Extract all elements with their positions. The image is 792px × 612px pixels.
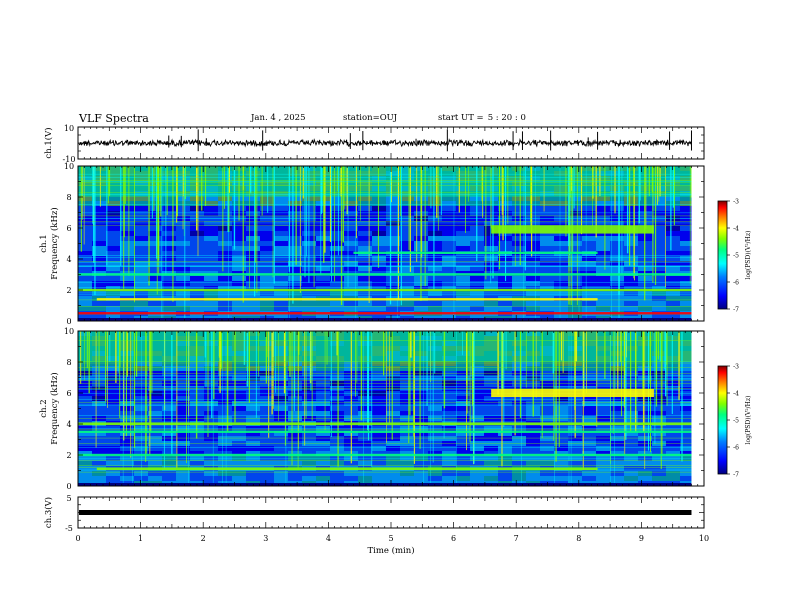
ch2-spectrogram-band-2 [78,430,692,433]
x-tick-10: 10 [699,534,709,543]
plot-title: VLF Spectra [79,112,149,125]
ch2-spectrogram-cbar-tick-2: -5 [733,418,739,425]
ch1-spectrogram-ytick-10: 10 [64,162,74,171]
ch1-spectrogram-ytick-4: 4 [66,255,71,264]
ch1-spectrogram-cbar-tick-3: -6 [733,280,739,287]
ch2-spectrogram-band-0 [96,467,598,471]
ch1-spectrogram-band-2 [78,288,692,292]
ch2-spectrogram-band-1 [78,453,692,457]
ch1-spectrogram-ytick-8: 8 [66,193,71,202]
ch1-spectrogram-cbar-label: log(PSD)(V²/Hz) [745,231,752,280]
ch1-spectrogram-colorbar [717,200,728,310]
ch1-waveform-line [78,137,692,148]
ch1-spectrogram-band-0 [78,312,692,315]
ch2-spectrogram-ylabel: Frequency (kHz) [49,372,60,444]
ch1-spectrogram-cbar-tick-4: -7 [733,307,739,314]
ch2-spectrogram-colorbar [717,365,728,475]
ch1-spectrogram-ytick-6: 6 [66,224,71,233]
ch1-spectrogram-ytick-2: 2 [66,286,71,295]
ch1-spectrogram-cbar-tick-0: -3 [733,199,739,206]
ch1-spectrogram-hf-zone [78,166,692,197]
ch1-spectrogram-band-5 [491,225,654,234]
ch1-waveform-ylabel: ch.1(V) [43,127,54,158]
ch2-spectrogram-ytick-2: 2 [66,451,71,460]
date-label: Jan. 4 , 2025 [251,113,306,123]
ch1-spectrogram-image [78,166,704,321]
x-axis-title: Time (min) [367,545,414,556]
x-tick-7: 7 [514,534,519,543]
start-ut-value: 5 : 20 : 0 [487,113,526,123]
ch1-spectrogram-cbar-tick-2: -5 [733,253,739,260]
ch3-waveform-ytick-top: 5 [66,494,71,503]
ch2-spectrogram-ytick-6: 6 [66,389,71,398]
ch1-spectrogram-ylabel: Frequency (kHz) [49,207,60,279]
ch2-spectrogram-band-3 [78,422,692,426]
x-tick-0: 0 [75,534,80,543]
x-tick-8: 8 [576,534,581,543]
start-ut-label: start UT = [438,113,484,123]
x-tick-9: 9 [639,534,644,543]
ch2-spectrogram-ytick-10: 10 [64,327,74,336]
ch1-spectrogram-cbar-tick-1: -4 [733,226,739,233]
ch1-spectrogram-channel-label: ch.1 [39,234,49,252]
ch3-waveform-line [79,510,692,515]
ch2-spectrogram-cbar-tick-3: -6 [733,445,739,452]
ch1-spectrogram-band-4 [353,251,598,254]
ch3-waveform-ytick-bottom: -5 [65,524,73,533]
station-label: station=OUJ [343,113,398,123]
ch2-spectrogram-ytick-8: 8 [66,358,71,367]
ch2-spectrogram-ytick-0: 0 [66,482,71,491]
ch2-spectrogram-band-4 [491,389,654,397]
ch2-spectrogram-cbar-tick-1: -4 [733,391,739,398]
x-tick-2: 2 [201,534,206,543]
ch1-spectrogram-band-3 [78,273,692,276]
ch2-spectrogram-image [78,331,704,486]
x-tick-1: 1 [138,534,143,543]
ch1-waveform-ytick-bottom: -10 [63,155,76,164]
ch2-spectrogram-cbar-label: log(PSD)(V²/Hz) [745,396,752,445]
x-tick-6: 6 [451,534,456,543]
x-tick-5: 5 [388,534,393,543]
start-time-label: start UT = 5 : 20 : 0 [438,113,530,123]
ch1-spectrogram-ytick-0: 0 [66,317,71,326]
ch1-spectrogram-band-1 [96,298,598,301]
x-tick-3: 3 [263,534,268,543]
ch2-spectrogram-cbar-tick-0: -3 [733,364,739,371]
ch1-waveform-ytick-top: 10 [64,124,74,133]
ch3-waveform-ylabel: ch.3(V) [43,497,54,528]
ch2-spectrogram-hf-zone [78,331,692,362]
ch2-spectrogram-cbar-tick-4: -7 [733,472,739,479]
ch2-spectrogram-channel-label: ch.2 [39,399,49,417]
ch2-spectrogram-ytick-4: 4 [66,420,71,429]
x-tick-4: 4 [326,534,331,543]
